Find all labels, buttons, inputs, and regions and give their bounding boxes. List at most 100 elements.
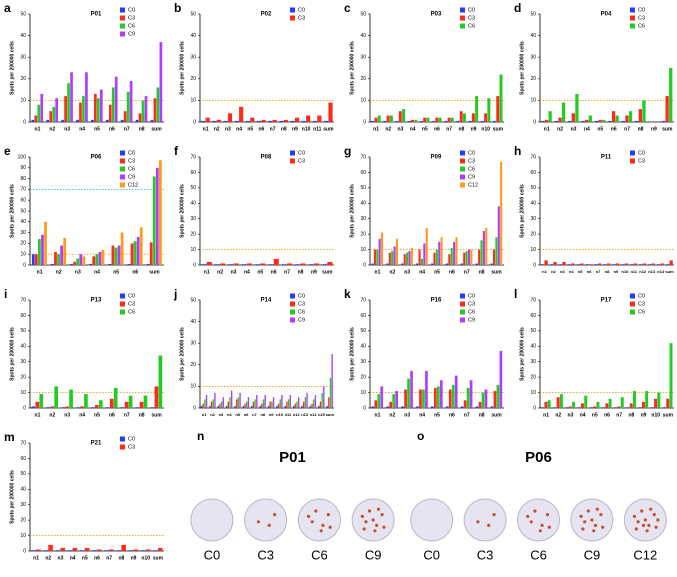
- bar: [261, 119, 266, 122]
- bar: [388, 252, 391, 265]
- bar: [130, 243, 134, 265]
- bar: [272, 397, 275, 408]
- bar: [63, 238, 67, 265]
- well-image: [410, 498, 454, 542]
- x-tick-label: sum: [151, 126, 162, 132]
- bar: [423, 117, 427, 122]
- y-tick-label: 60: [20, 313, 26, 319]
- bar: [628, 111, 633, 122]
- bar: [544, 119, 549, 122]
- bar: [395, 120, 399, 122]
- bar: [465, 251, 468, 265]
- y-tick-label: 0: [363, 262, 366, 268]
- bar: [239, 392, 241, 408]
- bar: [156, 87, 160, 122]
- x-tick-label: n7: [284, 269, 290, 275]
- bar: [395, 238, 398, 265]
- spot: [306, 514, 311, 519]
- y-tick-label: 40: [190, 319, 196, 325]
- bar: [279, 399, 281, 408]
- legend-label: C0: [128, 150, 135, 156]
- bar: [76, 407, 80, 408]
- x-tick-label: n8: [479, 412, 485, 418]
- x-tick-label: n4: [79, 412, 85, 418]
- x-tick-label: n2: [389, 412, 395, 418]
- legend-label: C6: [468, 309, 475, 315]
- x-tick-label: n3: [64, 412, 70, 418]
- x-tick-label: n3: [404, 269, 410, 275]
- x-tick-label: n1: [543, 412, 549, 418]
- y-tick-label: 40: [20, 33, 26, 39]
- bar: [61, 407, 65, 408]
- bar: [97, 549, 102, 551]
- x-tick-label: sum: [491, 412, 502, 418]
- bar: [328, 102, 333, 122]
- y-tick-label: 50: [360, 185, 366, 191]
- x-tick-label: n6: [244, 412, 249, 417]
- x-tick-label: n13: [648, 269, 656, 274]
- y-tick-label: 70: [530, 297, 536, 303]
- y-tick-label: 30: [530, 55, 536, 61]
- panel-letter: b: [174, 1, 181, 15]
- legend-swatch: [630, 7, 635, 13]
- x-tick-label: n6: [132, 269, 138, 275]
- spot: [634, 527, 638, 531]
- legend-label: C6: [298, 309, 305, 315]
- bar: [395, 391, 398, 408]
- well-label: C9: [584, 547, 601, 562]
- bar: [76, 119, 79, 122]
- legend-label: C3: [128, 444, 135, 450]
- y-tick-label: 0: [533, 119, 536, 125]
- y-tick-label: 70: [530, 154, 536, 160]
- bar: [34, 254, 38, 265]
- x-tick-label: n8: [298, 269, 304, 275]
- bar: [621, 120, 626, 122]
- bar: [254, 399, 256, 408]
- bar: [269, 401, 271, 408]
- x-tick-label: n10: [276, 412, 284, 417]
- bar: [585, 264, 589, 265]
- bar: [484, 389, 488, 408]
- legend-swatch: [460, 15, 465, 21]
- bar: [79, 102, 82, 122]
- y-tick-label: 0: [23, 405, 26, 411]
- well-label: C3: [257, 547, 274, 562]
- bar: [416, 406, 419, 408]
- bar: [129, 80, 133, 122]
- y-tick-label: 0: [363, 405, 366, 411]
- bar: [661, 120, 666, 122]
- bar: [411, 119, 414, 122]
- bar: [321, 264, 327, 265]
- x-tick-label: n10: [302, 126, 311, 132]
- x-tick-label: n1: [542, 269, 547, 274]
- y-tick-label: 50: [20, 208, 26, 214]
- bar: [31, 119, 35, 122]
- bar: [317, 115, 322, 122]
- spot: [601, 525, 605, 529]
- bar: [80, 406, 84, 408]
- bar: [227, 401, 230, 408]
- bar: [611, 111, 616, 122]
- bar: [108, 263, 112, 265]
- bar: [500, 161, 503, 265]
- bar: [126, 91, 130, 122]
- bar: [294, 117, 300, 122]
- bar: [133, 241, 137, 265]
- bar: [470, 249, 473, 265]
- bar: [246, 401, 248, 408]
- x-tick-label: n4: [580, 412, 586, 418]
- x-tick-label: n6: [258, 126, 264, 132]
- bar: [475, 263, 478, 265]
- x-tick-label: n7: [464, 412, 470, 418]
- bar: [419, 120, 423, 122]
- y-tick-label: 10: [190, 384, 196, 390]
- panel-letter: c: [344, 1, 351, 15]
- legend-label: C0: [638, 293, 645, 299]
- bar: [414, 119, 418, 122]
- spot: [310, 520, 314, 524]
- x-tick-label: n7: [596, 269, 601, 274]
- bar: [220, 401, 223, 408]
- spot: [256, 520, 261, 524]
- bar: [374, 117, 378, 122]
- spot: [647, 523, 651, 528]
